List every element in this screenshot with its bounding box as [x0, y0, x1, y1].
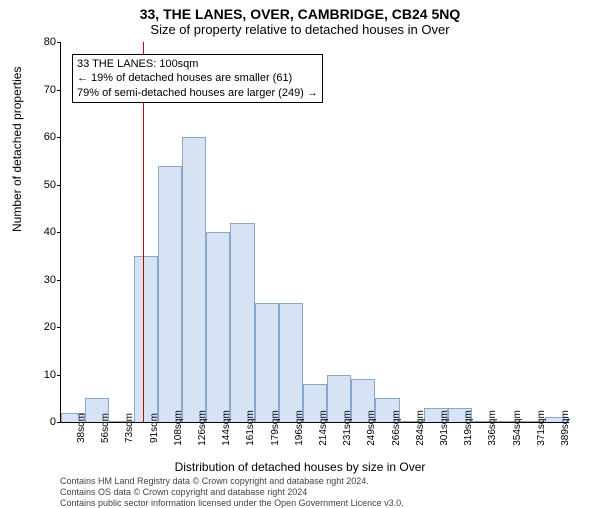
annotation-box: 33 THE LANES: 100sqm← 19% of detached ho… — [72, 54, 323, 103]
x-tick-label: 266sqm — [391, 410, 402, 446]
footer-line: Contains HM Land Registry data © Crown c… — [60, 476, 404, 487]
x-tick-label: 354sqm — [512, 410, 523, 446]
histogram-bar — [206, 232, 230, 422]
histogram-bar — [182, 137, 206, 422]
y-tick-label: 10 — [44, 369, 56, 381]
y-tick-label: 20 — [44, 321, 56, 333]
x-tick-label: 301sqm — [439, 410, 450, 446]
x-tick-label: 249sqm — [366, 410, 377, 446]
y-tick-label: 60 — [44, 131, 56, 143]
x-tick-label: 319sqm — [463, 410, 474, 446]
footer-line: Contains OS data © Crown copyright and d… — [60, 487, 404, 498]
histogram-bar — [158, 166, 182, 423]
annotation-line: 33 THE LANES: 100sqm — [77, 57, 318, 71]
x-tick-label: 56sqm — [100, 413, 111, 443]
x-tick-label: 196sqm — [294, 410, 305, 446]
histogram-bar — [255, 303, 279, 422]
x-tick-label: 144sqm — [221, 410, 232, 446]
footer-text: Contains HM Land Registry data © Crown c… — [60, 476, 404, 508]
histogram-bar — [134, 256, 158, 422]
y-tick-label: 0 — [50, 416, 56, 428]
x-axis-label: Distribution of detached houses by size … — [0, 460, 600, 474]
y-tick-label: 40 — [44, 226, 56, 238]
x-tick-label: 91sqm — [149, 413, 160, 443]
x-tick-label: 336sqm — [487, 410, 498, 446]
x-tick-label: 161sqm — [245, 410, 256, 446]
y-tick-label: 80 — [44, 36, 56, 48]
chart-title: 33, THE LANES, OVER, CAMBRIDGE, CB24 5NQ — [0, 6, 600, 22]
x-tick-label: 179sqm — [270, 410, 281, 446]
x-tick-label: 108sqm — [173, 410, 184, 446]
x-tick-label: 389sqm — [560, 410, 571, 446]
histogram-bar — [230, 223, 254, 423]
annotation-line: ← 19% of detached houses are smaller (61… — [77, 71, 318, 85]
y-axis-label: Number of detached properties — [10, 67, 24, 232]
y-tick-label: 30 — [44, 274, 56, 286]
x-tick-label: 284sqm — [415, 410, 426, 446]
x-tick-label: 371sqm — [536, 410, 547, 446]
chart-container: 33, THE LANES, OVER, CAMBRIDGE, CB24 5NQ… — [0, 0, 600, 500]
y-tick-label: 50 — [44, 179, 56, 191]
footer-line: Contains public sector information licen… — [60, 498, 404, 508]
x-tick-label: 38sqm — [76, 413, 87, 443]
x-tick-label: 126sqm — [197, 410, 208, 446]
x-tick-label: 231sqm — [342, 410, 353, 446]
annotation-line: 79% of semi-detached houses are larger (… — [77, 86, 318, 100]
chart-subtitle: Size of property relative to detached ho… — [0, 22, 600, 37]
x-tick-label: 214sqm — [318, 410, 329, 446]
x-tick-label: 73sqm — [124, 413, 135, 443]
histogram-bar — [279, 303, 303, 422]
y-tick-label: 70 — [44, 84, 56, 96]
